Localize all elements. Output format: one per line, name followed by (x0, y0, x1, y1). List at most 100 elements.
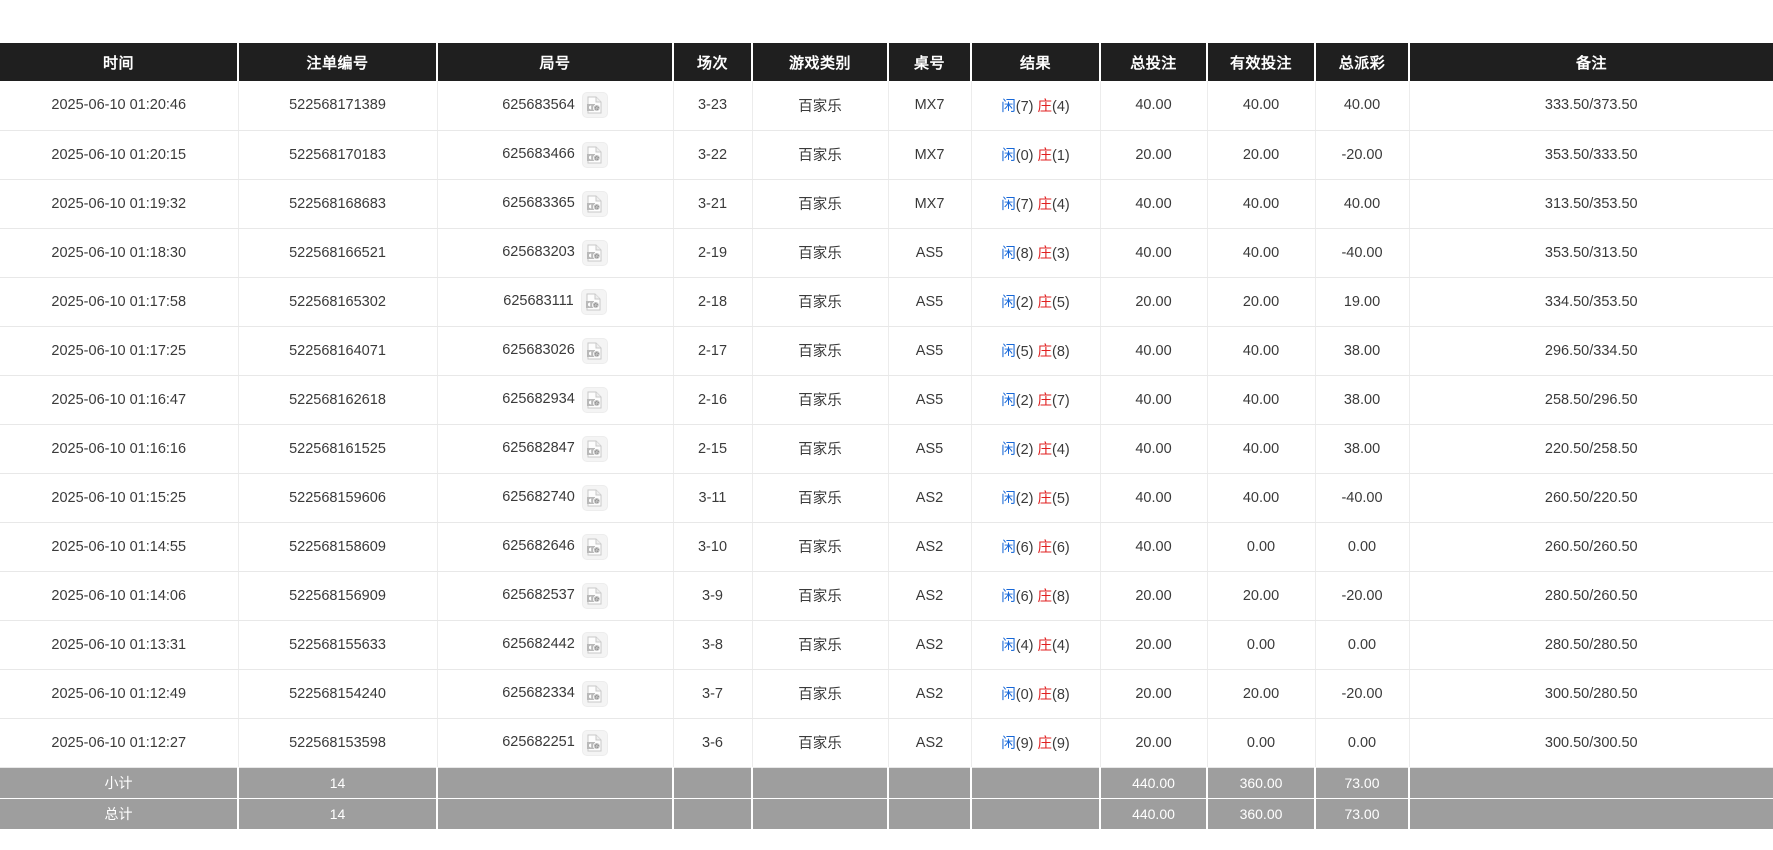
result-banker-score: (4) (1052, 638, 1070, 654)
broken-image-icon[interactable] (581, 337, 608, 364)
cell-game-type: 百家乐 (752, 228, 889, 278)
cell-remark: 300.50/280.50 (1409, 669, 1773, 719)
table-row[interactable]: 2025-06-10 01:13:31 522568155633 625682442… (0, 620, 1773, 670)
result-banker-score: (6) (1052, 540, 1070, 556)
round-no-text: 625682847 (502, 440, 575, 457)
table-row[interactable]: 2025-06-10 01:12:27 522568153598 625682251… (0, 718, 1773, 768)
column-header-total_payout[interactable]: 总派彩 (1315, 43, 1410, 81)
result-banker-label: 庄 (1037, 393, 1053, 409)
table-row[interactable]: 2025-06-10 01:18:30 522568166521 625683203… (0, 228, 1773, 278)
table-row[interactable]: 2025-06-10 01:19:32 522568168683 625683365… (0, 179, 1773, 229)
cell-total-payout: -40.00 (1315, 473, 1410, 523)
broken-image-icon[interactable] (581, 190, 608, 217)
cell-valid-bet: 0.00 (1207, 522, 1316, 572)
result-player-score: (2) (1015, 295, 1034, 311)
cell-round-no: 625682537 (437, 571, 674, 621)
result-player-label: 闲 (1001, 344, 1016, 360)
broken-image-icon[interactable] (581, 92, 608, 119)
cell-bet-no: 522568161525 (238, 424, 438, 474)
column-header-time[interactable]: 时间 (0, 43, 239, 81)
column-header-table_no[interactable]: 桌号 (888, 43, 972, 81)
column-header-bet_no[interactable]: 注单编号 (238, 43, 438, 81)
table-row[interactable]: 2025-06-10 01:16:47 522568162618 625682934… (0, 375, 1773, 425)
table-row[interactable]: 2025-06-10 01:20:15 522568170183 625683466… (0, 130, 1773, 180)
result-player-label: 闲 (1001, 246, 1016, 262)
cell-round-no: 625682646 (437, 522, 674, 572)
cell-time: 2025-06-10 01:15:25 (0, 473, 239, 523)
column-header-remark[interactable]: 备注 (1409, 43, 1773, 81)
result-player-score: (9) (1015, 736, 1034, 752)
broken-image-icon[interactable] (581, 533, 608, 560)
column-header-session[interactable]: 场次 (673, 43, 753, 81)
broken-image-icon[interactable] (581, 141, 608, 168)
result-banker-label: 庄 (1037, 246, 1053, 262)
round-no-text: 625683365 (502, 195, 575, 212)
round-no-with-replay: 625683564 (444, 92, 667, 119)
table-row[interactable]: 2025-06-10 01:14:06 522568156909 625682537… (0, 571, 1773, 621)
result-player-label: 闲 (1001, 442, 1016, 458)
round-no-with-replay: 625682251 (444, 729, 667, 756)
summary-total-payout: 73.00 (1315, 798, 1410, 829)
table-row[interactable]: 2025-06-10 01:15:25 522568159606 625682740… (0, 473, 1773, 523)
cell-game-type: 百家乐 (752, 81, 889, 131)
cell-total-payout: 19.00 (1315, 277, 1410, 327)
cell-time: 2025-06-10 01:14:55 (0, 522, 239, 572)
result-banker-score: (5) (1052, 491, 1070, 507)
result-player-score: (2) (1015, 491, 1034, 507)
broken-image-icon[interactable] (581, 680, 608, 707)
cell-total-payout: -20.00 (1315, 669, 1410, 719)
result-banker-score: (8) (1052, 589, 1070, 605)
cell-round-no: 625683111 (437, 277, 674, 327)
summary-total-bet: 440.00 (1100, 767, 1208, 799)
round-no-with-replay: 625682934 (444, 386, 667, 413)
column-header-game_type[interactable]: 游戏类别 (752, 43, 889, 81)
result-banker-score: (8) (1052, 344, 1070, 360)
cell-result: 闲(6) 庄(6) (971, 522, 1101, 572)
column-header-total_bet[interactable]: 总投注 (1100, 43, 1208, 81)
cell-total-bet: 40.00 (1100, 473, 1208, 523)
summary-session (673, 767, 753, 799)
result-player-score: (6) (1015, 540, 1034, 556)
cell-bet-no: 522568158609 (238, 522, 438, 572)
table-header: 时间 注单编号 局号 场次 游戏类别 桌号 结果 总投注 有效投注 总派彩 备注 (0, 43, 1773, 81)
column-header-result[interactable]: 结果 (971, 43, 1101, 81)
broken-image-icon[interactable] (581, 435, 608, 462)
broken-image-icon[interactable] (581, 386, 608, 413)
cell-round-no: 625682740 (437, 473, 674, 523)
cell-result: 闲(4) 庄(4) (971, 620, 1101, 670)
table-row[interactable]: 2025-06-10 01:17:25 522568164071 625683026… (0, 326, 1773, 376)
broken-image-icon[interactable] (581, 582, 608, 609)
result-player-score: (6) (1015, 589, 1034, 605)
cell-bet-no: 522568166521 (238, 228, 438, 278)
broken-image-icon[interactable] (580, 288, 607, 315)
table-row[interactable]: 2025-06-10 01:20:46 522568171389 625683564… (0, 81, 1773, 131)
table-row[interactable]: 2025-06-10 01:16:16 522568161525 625682847… (0, 424, 1773, 474)
broken-image-icon[interactable] (581, 631, 608, 658)
table-row[interactable]: 2025-06-10 01:12:49 522568154240 625682334… (0, 669, 1773, 719)
cell-total-bet: 40.00 (1100, 81, 1208, 131)
cell-total-bet: 20.00 (1100, 620, 1208, 670)
cell-total-payout: 40.00 (1315, 179, 1410, 229)
cell-valid-bet: 40.00 (1207, 228, 1316, 278)
cell-total-bet: 20.00 (1100, 669, 1208, 719)
result-banker-label: 庄 (1037, 344, 1053, 360)
cell-total-bet: 40.00 (1100, 179, 1208, 229)
cell-session: 3-21 (673, 179, 753, 229)
table-row[interactable]: 2025-06-10 01:17:58 522568165302 625683111… (0, 277, 1773, 327)
cell-session: 3-9 (673, 571, 753, 621)
summary-valid-bet: 360.00 (1207, 767, 1316, 799)
cell-total-bet: 40.00 (1100, 522, 1208, 572)
cell-time: 2025-06-10 01:17:25 (0, 326, 239, 376)
broken-image-icon[interactable] (581, 484, 608, 511)
broken-image-icon[interactable] (581, 239, 608, 266)
table-row[interactable]: 2025-06-10 01:14:55 522568158609 625682646… (0, 522, 1773, 572)
broken-image-icon[interactable] (581, 729, 608, 756)
column-header-round_no[interactable]: 局号 (437, 43, 674, 81)
result-banker-score: (1) (1052, 148, 1070, 164)
cell-time: 2025-06-10 01:17:58 (0, 277, 239, 327)
cell-table-no: AS2 (888, 571, 972, 621)
column-header-valid_bet[interactable]: 有效投注 (1207, 43, 1316, 81)
result-player-label: 闲 (1001, 197, 1016, 213)
result-banker-label: 庄 (1037, 442, 1053, 458)
result-player-score: (0) (1015, 687, 1034, 703)
